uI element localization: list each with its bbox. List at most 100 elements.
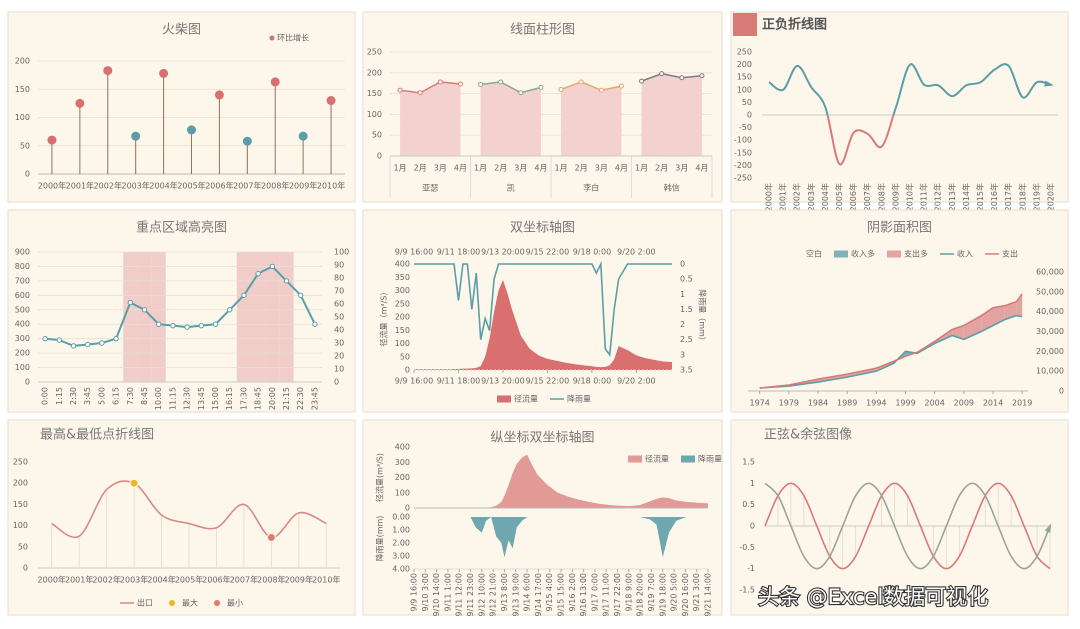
y-tick-label: 50 (742, 98, 752, 107)
dot (159, 68, 169, 78)
x-tick-label: 1999 (895, 399, 915, 408)
y-tick-label: 0 (405, 504, 410, 513)
y-tick-label: 400 (395, 260, 410, 269)
y-tick-label: 0 (680, 260, 685, 269)
x-tick-label: 2018年 (1017, 183, 1027, 211)
y-tick-label: 0.5 (742, 500, 755, 509)
dot (242, 136, 252, 146)
x-tick-label: 2009年 (285, 575, 313, 585)
x-tick-label: 2010年 (317, 181, 345, 191)
marker (269, 263, 275, 270)
marker (129, 478, 139, 488)
marker (227, 307, 233, 313)
group-label: 李白 (583, 183, 599, 193)
x-tick-label: 2017年 (1003, 183, 1013, 211)
x-tick-label: 2009年 (289, 181, 317, 191)
marker (255, 270, 261, 277)
y-axis-label: 径流量(m³/S) (375, 453, 385, 502)
y-tick-label: -250 (734, 174, 752, 183)
x-tick-label: 9/21 3:00 (692, 573, 701, 611)
x-tick-label: 3月 (514, 164, 527, 173)
y-tick-label: 400 (15, 320, 30, 329)
y-tick-label: 150 (13, 500, 28, 509)
x-tick-label: 17:30 (239, 387, 248, 410)
y-tick-label: -1 (747, 564, 755, 573)
area (414, 279, 672, 370)
y-tick-label: 250 (737, 48, 752, 57)
x-tick-label: 2007年 (862, 183, 872, 211)
y-tick-label: 300 (15, 334, 30, 343)
marker (198, 322, 205, 329)
y-tick-label: 200 (737, 60, 752, 69)
marker (70, 343, 77, 349)
x-tick-label: 2016年 (989, 183, 999, 211)
y-tick-label: 0.5 (680, 275, 693, 284)
x-tick-label: 2005年 (834, 183, 844, 211)
marker (699, 73, 705, 79)
marker (85, 341, 91, 348)
y-tick-label: 20 (334, 352, 344, 361)
marker (127, 299, 134, 306)
x-tick-label: 9/11 23:00 (466, 573, 475, 617)
line (759, 293, 1023, 389)
x-tick-label: 2008年 (261, 181, 289, 191)
highlight-bar (251, 252, 266, 382)
x-tick-label: 2009年 (890, 183, 900, 211)
chart-title: 正弦&余弦图像 (764, 427, 852, 443)
y-tick-label: 100 (15, 113, 30, 122)
y-axis-label: 径流量（m³/S） (379, 288, 389, 347)
legend-swatch (169, 600, 175, 606)
marker (141, 307, 148, 313)
x-tick-label: 6:15 (112, 387, 121, 405)
marker (659, 71, 665, 77)
y-tick-label: 0 (1059, 387, 1064, 396)
x-tick-label: 9/11 18:00 (437, 377, 481, 386)
highlight-bar (265, 252, 280, 382)
x-tick-label: 9/16 13:00 (579, 573, 588, 617)
x-tick-label: 2006年 (202, 575, 230, 585)
y-tick-label: 3 (680, 350, 685, 359)
y-tick-label: 200 (395, 313, 410, 322)
panel (362, 209, 723, 413)
y-tick-label: 30 (334, 339, 344, 348)
legend-label: 出口 (137, 598, 153, 608)
y-tick-label: 150 (395, 326, 410, 335)
line (759, 314, 1023, 389)
marker (518, 90, 524, 96)
marker (170, 322, 176, 329)
line (560, 81, 622, 92)
x-tick-label: 2003年 (122, 181, 150, 191)
x-tick-label: 12:30 (183, 387, 192, 410)
group-label: 亚瑟 (422, 184, 438, 193)
x-tick-label: 2004年 (147, 575, 175, 585)
legend-swatch (681, 455, 695, 463)
x-tick-label: 2004年 (820, 183, 830, 211)
y2-axis-label: 降雨量（mm） (698, 289, 708, 345)
legend-label: 降雨量 (567, 394, 591, 404)
line (768, 63, 1052, 115)
y-tick-label: 0.00 (392, 513, 410, 522)
marker (538, 84, 544, 90)
x-tick-label: 9/13 8:00 (500, 573, 509, 611)
x-tick-label: 9/20 2:00 (617, 248, 655, 257)
marker (598, 87, 604, 93)
y-tick-label: 40 (334, 326, 344, 335)
y-tick-label: 0 (750, 522, 755, 531)
y-tick-label: 150 (367, 89, 382, 98)
y-tick-label: 100 (367, 110, 382, 119)
y-tick-label: 90 (334, 261, 344, 270)
y-tick-label: 50 (400, 352, 410, 361)
x-tick-label: 16:15 (225, 387, 234, 410)
x-tick-label: 9/18 0:00 (573, 377, 611, 386)
x-tick-label: 2008年 (257, 575, 285, 585)
dot (214, 90, 224, 100)
x-tick-label: 1月 (394, 164, 407, 173)
x-tick-label: 1974 (749, 399, 769, 408)
x-tick-label: 1989 (837, 399, 857, 408)
marker (298, 292, 304, 299)
y-tick-label: 1.5 (742, 458, 755, 467)
marker (56, 337, 62, 343)
y-tick-label: 50 (18, 542, 28, 551)
group-label: 韩信 (664, 183, 680, 193)
marker (558, 86, 564, 92)
